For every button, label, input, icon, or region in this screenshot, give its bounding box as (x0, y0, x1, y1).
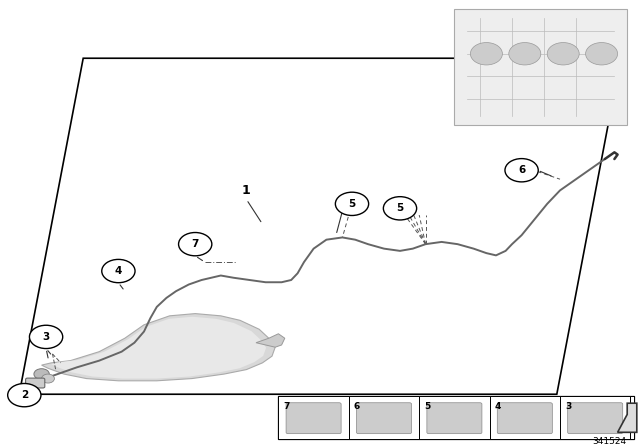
Bar (349, 396, 419, 439)
Polygon shape (618, 403, 637, 432)
Circle shape (547, 43, 579, 65)
FancyBboxPatch shape (286, 403, 341, 434)
Bar (278, 396, 349, 439)
Text: 1: 1 (242, 184, 251, 197)
Bar (278, 396, 634, 439)
Bar (490, 396, 560, 439)
Text: 3: 3 (42, 332, 50, 342)
Text: 7: 7 (284, 402, 290, 411)
Circle shape (335, 192, 369, 215)
Circle shape (34, 369, 49, 379)
Circle shape (179, 233, 212, 256)
Circle shape (509, 43, 541, 65)
Circle shape (8, 383, 41, 407)
Text: 4: 4 (495, 402, 501, 411)
FancyBboxPatch shape (568, 403, 623, 434)
Circle shape (42, 374, 54, 383)
Circle shape (586, 43, 618, 65)
FancyBboxPatch shape (26, 378, 45, 388)
Text: 4: 4 (115, 266, 122, 276)
Bar (419, 396, 490, 439)
Text: 3: 3 (565, 402, 572, 411)
Bar (560, 396, 630, 439)
Circle shape (102, 259, 135, 283)
Text: 5: 5 (348, 199, 356, 209)
Text: 6: 6 (354, 402, 360, 411)
Text: 5: 5 (396, 203, 404, 213)
Circle shape (505, 159, 538, 182)
Circle shape (470, 43, 502, 65)
FancyBboxPatch shape (497, 403, 552, 434)
Circle shape (29, 325, 63, 349)
Text: 6: 6 (518, 165, 525, 175)
Bar (454, 9, 627, 125)
Text: 2: 2 (20, 390, 28, 400)
FancyBboxPatch shape (356, 403, 412, 434)
Polygon shape (51, 317, 266, 379)
Text: 7: 7 (191, 239, 199, 249)
Circle shape (383, 197, 417, 220)
Text: 5: 5 (424, 402, 431, 411)
Polygon shape (42, 314, 275, 381)
Polygon shape (256, 334, 285, 347)
Bar (630, 396, 634, 439)
Text: 341524: 341524 (592, 437, 626, 446)
FancyBboxPatch shape (427, 403, 482, 434)
